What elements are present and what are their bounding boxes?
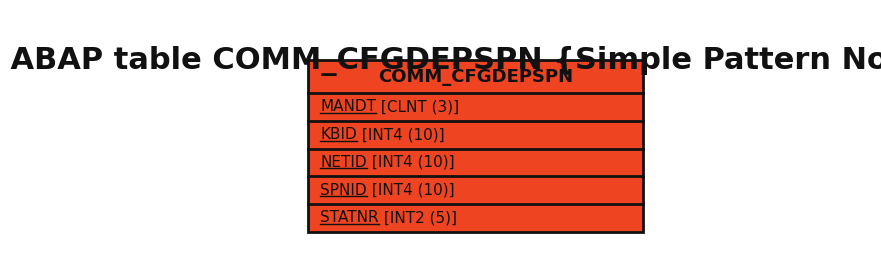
Text: MANDT: MANDT <box>321 99 376 114</box>
Bar <box>308 60 642 232</box>
Text: STATNR: STATNR <box>321 210 379 226</box>
Text: [INT4 (10)]: [INT4 (10)] <box>357 127 445 142</box>
Text: COMM_CFGDEPSPN: COMM_CFGDEPSPN <box>378 68 573 86</box>
Text: [INT4 (10)]: [INT4 (10)] <box>367 183 455 198</box>
Text: NETID: NETID <box>321 155 367 170</box>
Text: SPNID: SPNID <box>321 183 367 198</box>
Text: [INT2 (5)]: [INT2 (5)] <box>379 210 457 226</box>
Text: SAP ABAP table COMM_CFGDEPSPN {Simple Pattern Nodes}: SAP ABAP table COMM_CFGDEPSPN {Simple Pa… <box>0 46 881 76</box>
Text: KBID: KBID <box>321 127 357 142</box>
Text: [INT4 (10)]: [INT4 (10)] <box>367 155 455 170</box>
Text: [CLNT (3)]: [CLNT (3)] <box>376 99 460 114</box>
